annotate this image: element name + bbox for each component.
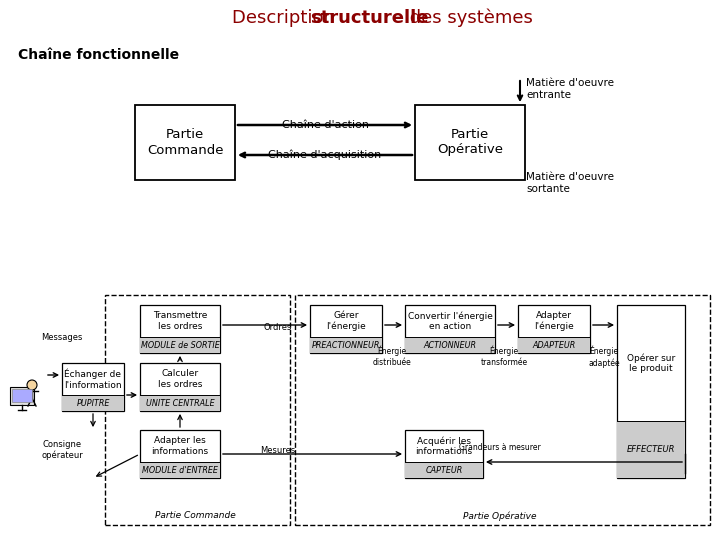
Text: Chaîne d'action: Chaîne d'action xyxy=(282,120,369,130)
Text: Matière d'oeuvre
sortante: Matière d'oeuvre sortante xyxy=(526,172,614,194)
Text: Grandeurs à mesurer: Grandeurs à mesurer xyxy=(459,443,541,453)
Text: Échanger de
l'information: Échanger de l'information xyxy=(64,369,122,389)
Text: Calculer
les ordres: Calculer les ordres xyxy=(158,369,202,389)
Text: Énergie
transformée: Énergie transformée xyxy=(480,346,528,367)
Text: MODULE d'ENTREE: MODULE d'ENTREE xyxy=(142,465,218,475)
Text: Ordres: Ordres xyxy=(264,323,292,332)
Text: PUPITRE: PUPITRE xyxy=(76,399,109,408)
Text: Description: Description xyxy=(232,9,341,27)
Bar xyxy=(405,337,495,353)
Text: ACTIONNEUR: ACTIONNEUR xyxy=(423,341,477,349)
Bar xyxy=(518,337,590,353)
Bar xyxy=(405,430,483,478)
Bar xyxy=(310,305,382,353)
Text: PREACTIONNEUR: PREACTIONNEUR xyxy=(312,341,380,349)
Text: Adapter les
informations: Adapter les informations xyxy=(151,436,209,456)
Bar xyxy=(62,395,124,411)
Text: Chaîne d'acquisition: Chaîne d'acquisition xyxy=(269,150,382,160)
Bar xyxy=(140,395,220,411)
Text: MODULE de SORTIE: MODULE de SORTIE xyxy=(140,341,220,349)
Bar xyxy=(415,105,525,180)
Text: ADAPTEUR: ADAPTEUR xyxy=(532,341,575,349)
Bar xyxy=(62,363,124,411)
Bar xyxy=(140,363,220,411)
Bar xyxy=(140,462,220,478)
Text: Gérer
l'énergie: Gérer l'énergie xyxy=(326,311,366,331)
Text: Énergie
distribuée: Énergie distribuée xyxy=(373,346,411,367)
Bar xyxy=(617,421,685,478)
Circle shape xyxy=(27,380,37,390)
Bar xyxy=(135,105,235,180)
Text: Opérer sur
le produit: Opérer sur le produit xyxy=(627,353,675,373)
Text: EFFECTEUR: EFFECTEUR xyxy=(626,445,675,454)
Bar xyxy=(295,295,710,525)
Text: Partie Opérative: Partie Opérative xyxy=(463,511,536,521)
Text: Énergie
adaptée: Énergie adaptée xyxy=(588,346,620,368)
Bar xyxy=(617,305,685,478)
Text: structurelle: structurelle xyxy=(310,9,428,27)
Bar xyxy=(105,295,290,525)
Text: des systèmes: des systèmes xyxy=(403,9,532,27)
Bar xyxy=(140,337,220,353)
Text: Chaîne fonctionnelle: Chaîne fonctionnelle xyxy=(18,48,179,62)
Bar xyxy=(140,430,220,478)
Text: Partie
Commande: Partie Commande xyxy=(147,129,223,157)
Text: Convertir l'énergie
en action: Convertir l'énergie en action xyxy=(408,311,492,331)
Bar xyxy=(12,389,32,402)
Bar xyxy=(10,387,34,405)
Text: Messages: Messages xyxy=(41,334,83,342)
Text: UNITE CENTRALE: UNITE CENTRALE xyxy=(145,399,215,408)
Bar xyxy=(405,305,495,353)
Text: Matière d'oeuvre
entrante: Matière d'oeuvre entrante xyxy=(526,78,614,99)
Text: Transmettre
les ordres: Transmettre les ordres xyxy=(153,312,207,331)
Text: Adapter
l'énergie: Adapter l'énergie xyxy=(534,311,574,331)
Bar xyxy=(405,462,483,478)
Text: Mesures: Mesures xyxy=(261,446,296,455)
Text: Partie
Opérative: Partie Opérative xyxy=(437,129,503,157)
Text: Partie Commande: Partie Commande xyxy=(155,511,235,521)
Bar xyxy=(518,305,590,353)
Bar xyxy=(310,337,382,353)
Bar xyxy=(140,305,220,353)
Text: Consigne
opérateur: Consigne opérateur xyxy=(41,440,83,460)
Text: Acquérir les
informations: Acquérir les informations xyxy=(415,436,472,456)
Text: CAPTEUR: CAPTEUR xyxy=(426,465,463,475)
